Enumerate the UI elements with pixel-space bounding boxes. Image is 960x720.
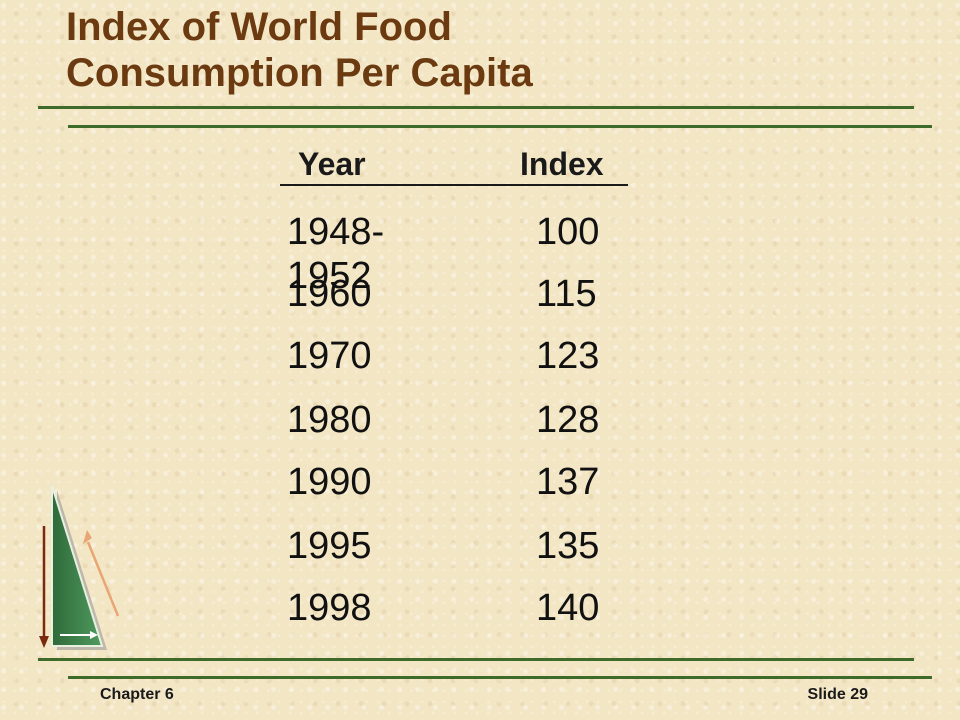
index-cell: 100 xyxy=(536,211,600,253)
title-divider-lower xyxy=(68,125,932,128)
index-cell: 128 xyxy=(536,399,600,441)
title-divider-upper xyxy=(38,106,914,109)
year-cell: 1970 xyxy=(287,335,372,377)
chapter-label: Chapter 6 xyxy=(100,686,174,703)
footer-divider-upper xyxy=(38,658,914,661)
index-cell: 115 xyxy=(536,273,597,315)
year-cell: 1990 xyxy=(287,461,372,503)
slide-title-line-2: Consumption Per Capita xyxy=(66,51,533,95)
index-cell: 140 xyxy=(536,587,600,629)
year-cell: 1980 xyxy=(287,399,372,441)
year-cell: 1960 xyxy=(287,273,372,315)
column-header-index: Index xyxy=(520,146,604,182)
slide-title-line-1: Index of World Food xyxy=(66,5,452,49)
slide-number: Slide 29 xyxy=(807,686,868,703)
slide-title: Index of World Food Consumption Per Capi… xyxy=(66,4,533,96)
header-underline xyxy=(280,184,628,186)
year-cell: 1995 xyxy=(287,525,372,567)
index-cell: 135 xyxy=(536,525,600,567)
footer-divider-lower xyxy=(68,676,932,679)
column-header-year: Year xyxy=(298,146,366,182)
green-triangle-arrows-icon xyxy=(39,485,120,650)
year-cell: 1948-1952 xyxy=(287,211,385,297)
year-cell: 1998 xyxy=(287,587,372,629)
index-cell: 123 xyxy=(536,335,600,377)
index-cell: 137 xyxy=(536,461,600,503)
